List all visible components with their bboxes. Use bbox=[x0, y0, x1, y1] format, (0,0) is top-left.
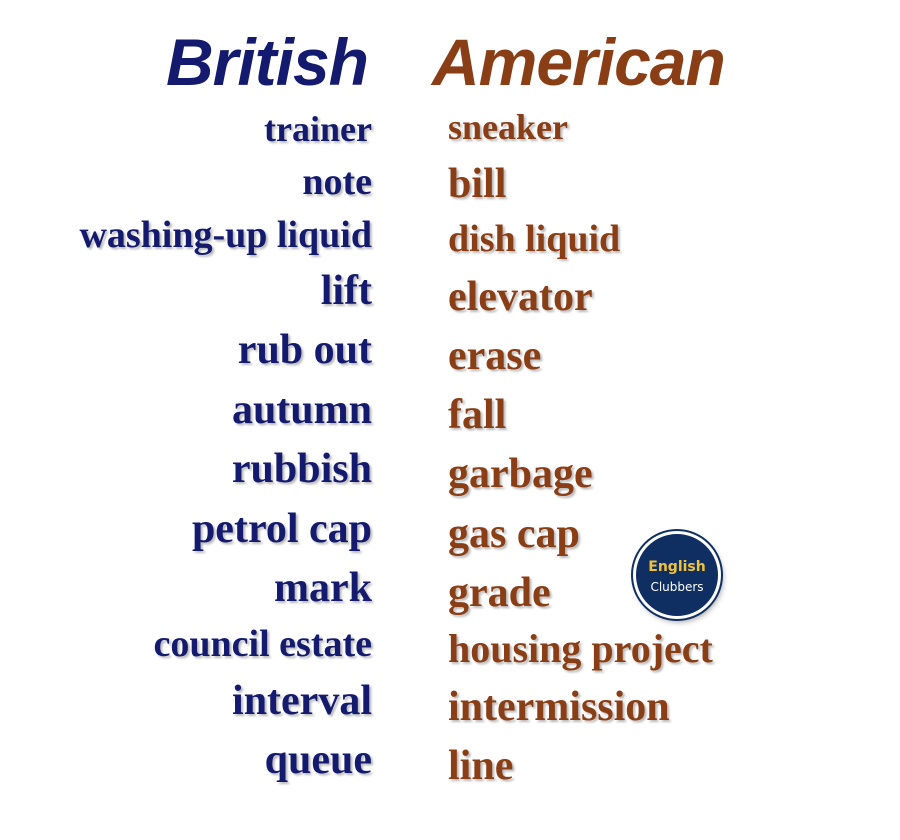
british-word: rub out bbox=[237, 327, 372, 373]
american-word: intermission bbox=[448, 684, 670, 730]
british-word: trainer bbox=[264, 109, 372, 149]
british-word: petrol cap bbox=[191, 506, 372, 552]
american-word: bill bbox=[448, 161, 507, 207]
american-word: fall bbox=[448, 392, 507, 438]
american-word: sneaker bbox=[448, 107, 568, 147]
american-word: elevator bbox=[448, 274, 593, 320]
british-word: interval bbox=[232, 678, 372, 724]
british-word: washing-up liquid bbox=[79, 214, 372, 256]
british-word: council estate bbox=[153, 623, 372, 665]
american-heading: American bbox=[432, 25, 726, 99]
british-word: mark bbox=[274, 565, 372, 611]
american-word: housing project bbox=[448, 626, 713, 671]
american-word: line bbox=[448, 743, 514, 789]
british-word: rubbish bbox=[231, 446, 372, 492]
logo-text-clubbers: Clubbers bbox=[650, 580, 704, 594]
british-heading: British bbox=[165, 25, 369, 99]
logo-text-english: English bbox=[648, 559, 706, 575]
american-word: dish liquid bbox=[448, 218, 621, 260]
english-clubbers-logo: English Clubbers bbox=[633, 531, 721, 619]
american-word: erase bbox=[448, 333, 542, 379]
british-word: lift bbox=[320, 268, 372, 314]
british-word: autumn bbox=[231, 387, 372, 433]
british-word: queue bbox=[264, 737, 372, 783]
british-word: note bbox=[302, 161, 372, 203]
american-word: grade bbox=[448, 570, 551, 616]
american-word: gas cap bbox=[448, 511, 580, 557]
american-word: garbage bbox=[448, 451, 593, 497]
